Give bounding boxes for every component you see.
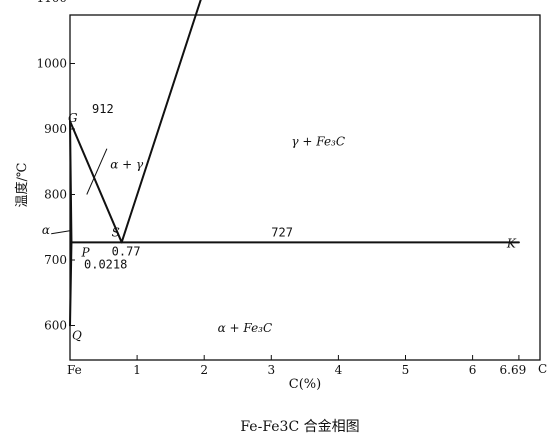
value-label: 0.0218 bbox=[84, 257, 127, 271]
annotations: AHBJNCDEFGSPKQ1538149515000.170.53139411… bbox=[42, 102, 517, 343]
region-label-gamma-fe3c: γ + Fe₃C bbox=[291, 134, 345, 148]
axis-ticks: Fe1234566.696007008009001000110012001300… bbox=[36, 0, 526, 377]
point-label-G: G bbox=[68, 111, 78, 125]
x-tick-label: 5 bbox=[402, 363, 410, 377]
boundary-G-P bbox=[69, 120, 73, 244]
leader-alpha bbox=[51, 230, 72, 235]
leader-alpha-gamma bbox=[86, 148, 108, 195]
value-label: 0.77 bbox=[112, 244, 141, 258]
x-tick-label: 3 bbox=[267, 363, 275, 377]
x-tick-label: Fe bbox=[67, 363, 82, 377]
y-tick-label: 1100 bbox=[36, 0, 67, 5]
point-label-Q: Q bbox=[72, 329, 82, 343]
boundary-G-S bbox=[69, 120, 123, 244]
region-label-alpha: α bbox=[42, 223, 50, 237]
x-axis-end-label: C bbox=[538, 362, 547, 376]
region-label-alpha-fe3c: α + Fe₃C bbox=[218, 321, 273, 335]
value-label: 727 bbox=[271, 225, 293, 239]
x-tick-label: 2 bbox=[200, 363, 208, 377]
figure-caption: Fe-Fe3C 合金相图 bbox=[240, 419, 359, 435]
x-tick-label: 6 bbox=[469, 363, 477, 377]
y-tick-label: 900 bbox=[44, 122, 67, 136]
y-tick-label: 600 bbox=[44, 319, 67, 333]
x-axis-title: C(%) bbox=[289, 377, 321, 392]
point-label-K: K bbox=[506, 236, 517, 250]
y-tick-label: 700 bbox=[44, 253, 67, 267]
x-tick-label: 1 bbox=[133, 363, 141, 377]
phase-boundaries bbox=[51, 0, 520, 327]
boundary-E-S bbox=[120, 0, 202, 244]
region-label-alpha-gamma: α + γ bbox=[110, 157, 144, 171]
y-tick-label: 1000 bbox=[36, 57, 67, 71]
y-axis-title: 温度/℃ bbox=[14, 163, 30, 208]
point-label-P: P bbox=[80, 245, 90, 259]
boundary-P-Q bbox=[69, 241, 73, 327]
value-label: 912 bbox=[92, 102, 114, 116]
y-tick-label: 800 bbox=[44, 188, 67, 202]
point-label-S: S bbox=[112, 225, 120, 239]
x-tick-label: 6.69 bbox=[500, 363, 527, 377]
x-tick-label: 4 bbox=[335, 363, 343, 377]
